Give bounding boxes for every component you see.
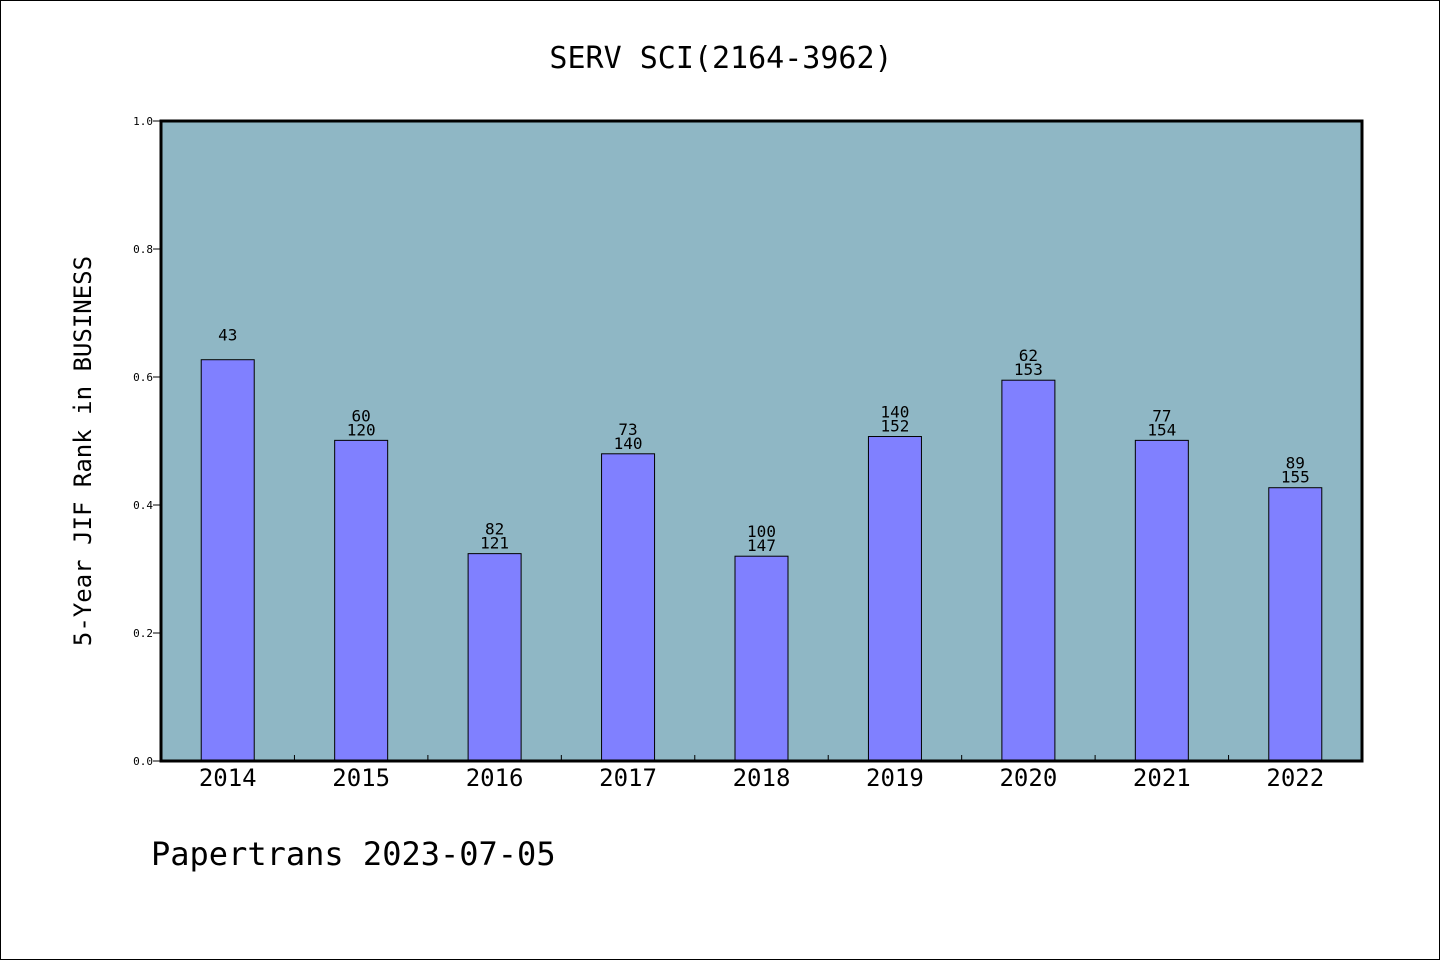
y-tick-label-0.6: 0.6 xyxy=(133,371,153,384)
bar-2022 xyxy=(1268,487,1323,762)
x-tick-label-2018: 2018 xyxy=(733,764,791,792)
bar-label-2020-2: 153 xyxy=(1014,360,1043,379)
bar-labels-layer: 4360120821217314010014714015262153771548… xyxy=(218,326,1310,555)
y-tick-label-0.4: 0.4 xyxy=(133,499,153,512)
bar-2017 xyxy=(601,453,656,762)
footer-text: Papertrans 2023-07-05 xyxy=(151,835,556,873)
bar-label-2021-2: 154 xyxy=(1147,420,1176,439)
bar-label-2015-2: 120 xyxy=(347,420,376,439)
bar-label-2017-2: 140 xyxy=(614,434,643,453)
y-tick-label-0.0: 0.0 xyxy=(133,755,153,768)
bar-2014 xyxy=(200,359,255,762)
bar-label-2019-2: 152 xyxy=(880,417,909,436)
bar-label-2014-1: 43 xyxy=(218,326,237,345)
bar-label-2016-2: 121 xyxy=(480,534,509,553)
x-tick-label-2020: 2020 xyxy=(999,764,1057,792)
chart-title: SERV SCI(2164-3962) xyxy=(549,41,892,76)
y-axis-label: 5-Year JIF Rank in BUSINESS xyxy=(69,256,97,646)
bar-label-2022-1: 89 xyxy=(1286,454,1305,473)
bar-2021 xyxy=(1134,439,1189,762)
x-tick-label-2022: 2022 xyxy=(1266,764,1324,792)
x-tick-label-2016: 2016 xyxy=(466,764,524,792)
x-tick-label-2017: 2017 xyxy=(599,764,657,792)
bar-label-2021-1: 77 xyxy=(1152,406,1171,425)
bar-label-2016-1: 82 xyxy=(485,520,504,539)
bars-layer xyxy=(200,359,1323,762)
axes-layer: 2014 2015 2016 2017 2018 2019 2020 2021 2022 0.0 0… xyxy=(133,115,1324,792)
bar-label-2017-1: 73 xyxy=(618,420,637,439)
bar-2018 xyxy=(734,555,789,762)
x-tick-label-2015: 2015 xyxy=(332,764,390,792)
bar-2019 xyxy=(867,436,922,762)
x-tick-label-2021: 2021 xyxy=(1133,764,1191,792)
y-tick-label-0.8: 0.8 xyxy=(133,243,153,256)
bar-2020 xyxy=(1001,379,1056,762)
bar-label-2018-1: 100 xyxy=(747,522,776,541)
x-tick-label-2014: 2014 xyxy=(199,764,257,792)
y-tick-label-1.0: 1.0 xyxy=(133,115,153,128)
bar-2015 xyxy=(334,439,389,762)
bar-2016 xyxy=(467,553,522,762)
bar-label-2020-1: 62 xyxy=(1019,346,1038,365)
bar-label-2022-2: 155 xyxy=(1281,468,1310,487)
bar-label-2015-1: 60 xyxy=(352,406,371,425)
bar-label-2019-1: 140 xyxy=(880,403,909,422)
x-tick-label-2019: 2019 xyxy=(866,764,924,792)
bar-label-2018-2: 147 xyxy=(747,536,776,555)
y-tick-label-0.2: 0.2 xyxy=(133,627,153,640)
plot-frame xyxy=(159,119,1364,763)
